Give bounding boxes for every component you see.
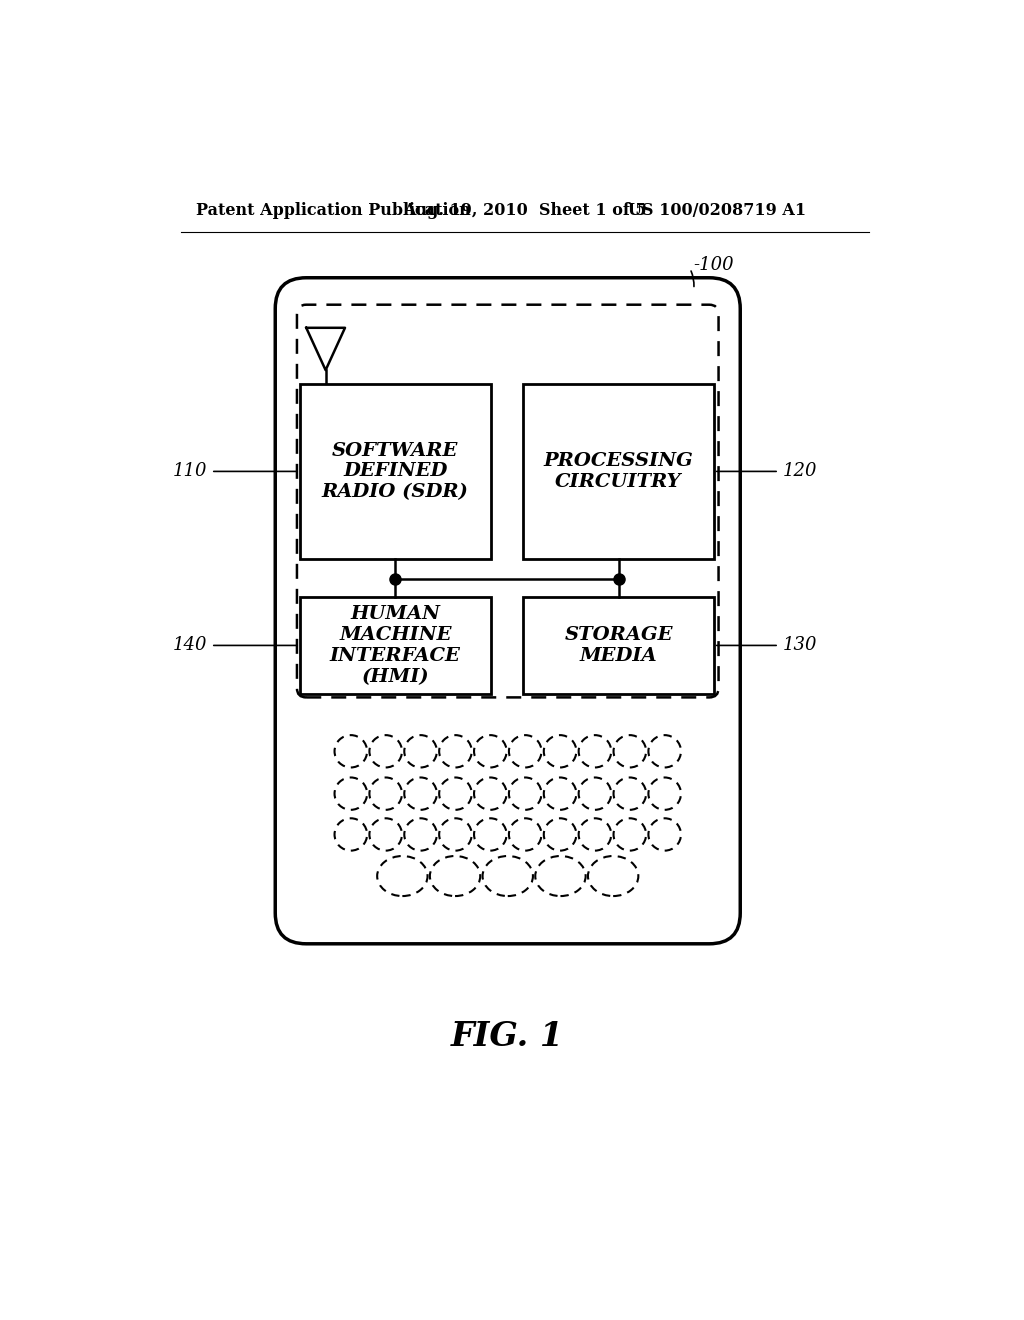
Ellipse shape — [544, 735, 577, 767]
Ellipse shape — [613, 777, 646, 810]
Ellipse shape — [404, 777, 437, 810]
Text: FIG. 1: FIG. 1 — [452, 1020, 564, 1053]
Ellipse shape — [648, 735, 681, 767]
FancyBboxPatch shape — [300, 384, 490, 558]
Ellipse shape — [439, 818, 472, 850]
Text: 120: 120 — [783, 462, 817, 480]
Ellipse shape — [404, 735, 437, 767]
Ellipse shape — [370, 735, 402, 767]
Ellipse shape — [404, 818, 437, 850]
Ellipse shape — [335, 735, 367, 767]
Ellipse shape — [335, 818, 367, 850]
Text: Aug. 19, 2010  Sheet 1 of 5: Aug. 19, 2010 Sheet 1 of 5 — [403, 202, 646, 219]
Ellipse shape — [509, 777, 542, 810]
Ellipse shape — [370, 777, 402, 810]
FancyBboxPatch shape — [300, 598, 490, 693]
Ellipse shape — [648, 777, 681, 810]
Ellipse shape — [544, 818, 577, 850]
Ellipse shape — [509, 818, 542, 850]
Text: 130: 130 — [783, 636, 817, 655]
Ellipse shape — [648, 818, 681, 850]
Ellipse shape — [613, 818, 646, 850]
Ellipse shape — [536, 855, 586, 896]
Ellipse shape — [430, 855, 480, 896]
Ellipse shape — [482, 855, 532, 896]
Text: US 100/0208719 A1: US 100/0208719 A1 — [628, 202, 806, 219]
Ellipse shape — [509, 735, 542, 767]
Ellipse shape — [613, 735, 646, 767]
Text: 140: 140 — [173, 636, 207, 655]
Ellipse shape — [588, 855, 638, 896]
Ellipse shape — [579, 777, 611, 810]
Ellipse shape — [474, 777, 507, 810]
Text: 110: 110 — [173, 462, 207, 480]
Text: PROCESSING
CIRCUITRY: PROCESSING CIRCUITRY — [544, 451, 693, 491]
Ellipse shape — [544, 777, 577, 810]
Ellipse shape — [439, 735, 472, 767]
Ellipse shape — [474, 818, 507, 850]
Text: Patent Application Publication: Patent Application Publication — [197, 202, 471, 219]
FancyBboxPatch shape — [275, 277, 740, 944]
Ellipse shape — [579, 818, 611, 850]
Text: SOFTWARE
DEFINED
RADIO (SDR): SOFTWARE DEFINED RADIO (SDR) — [322, 442, 469, 502]
Ellipse shape — [439, 777, 472, 810]
Text: STORAGE
MEDIA: STORAGE MEDIA — [564, 626, 673, 665]
Ellipse shape — [377, 855, 428, 896]
Ellipse shape — [370, 818, 402, 850]
Ellipse shape — [579, 735, 611, 767]
Text: HUMAN
MACHINE
INTERFACE
(HMI): HUMAN MACHINE INTERFACE (HMI) — [330, 606, 461, 685]
Ellipse shape — [335, 777, 367, 810]
FancyBboxPatch shape — [523, 598, 714, 693]
Text: -100: -100 — [693, 256, 734, 273]
FancyBboxPatch shape — [523, 384, 714, 558]
Ellipse shape — [474, 735, 507, 767]
